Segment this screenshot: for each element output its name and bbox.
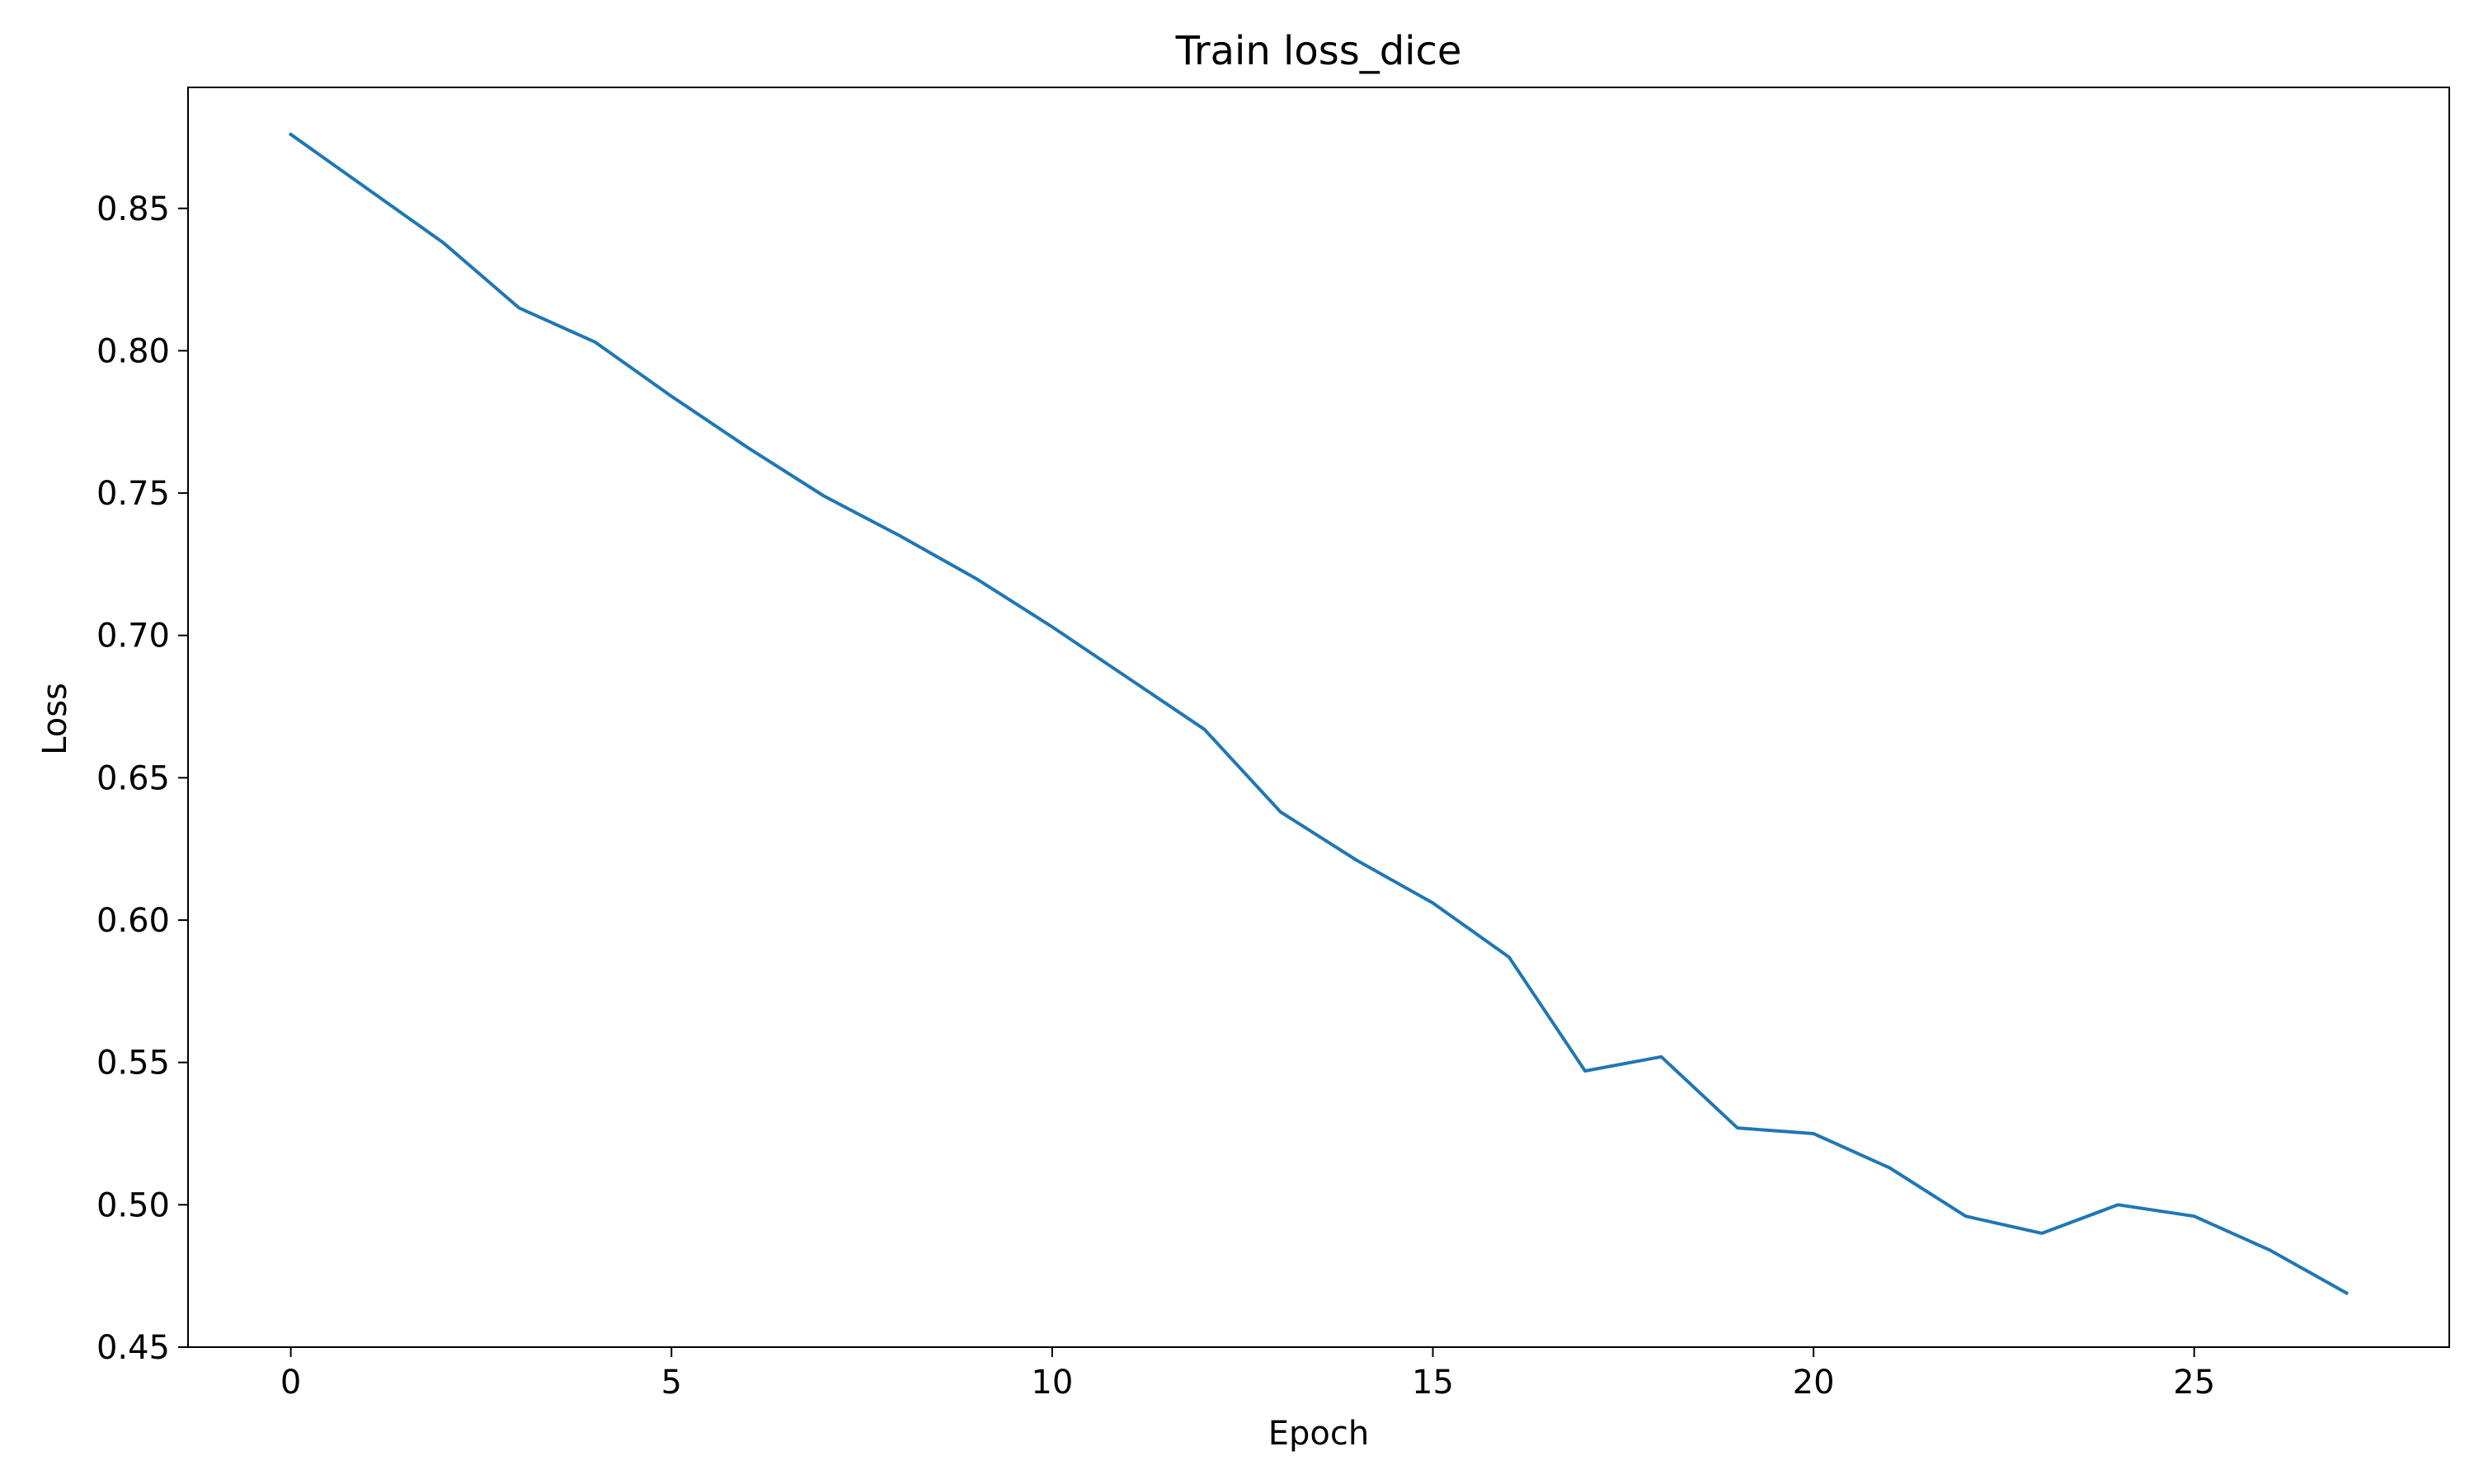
y-tick-label: 0.70 (96, 618, 170, 655)
x-tick-label: 5 (661, 1364, 682, 1402)
x-tick-label: 10 (1031, 1364, 1073, 1402)
y-tick-label: 0.45 (96, 1329, 170, 1367)
x-axis: 0 5 10 15 20 25 (280, 1347, 2215, 1402)
plot-frame (187, 87, 2450, 1348)
y-tick-label: 0.60 (96, 902, 170, 940)
y-tick-label: 0.55 (96, 1045, 170, 1082)
y-tick-label: 0.65 (96, 759, 170, 797)
loss-series-line (288, 132, 2349, 1296)
plot-area (187, 87, 2450, 1348)
x-axis-label: Epoch (1268, 1415, 1369, 1453)
chart-title: Train loss_dice (1175, 28, 1462, 74)
y-tick-label: 0.80 (96, 332, 170, 370)
x-tick-label: 0 (280, 1364, 301, 1402)
y-axis-label: Loss (36, 683, 74, 755)
y-tick-label: 0.75 (96, 475, 170, 513)
y-axis: 0.45 0.50 0.55 0.60 0.65 0.70 0.75 0.80 0.85 (96, 190, 188, 1367)
y-tick-label: 0.85 (96, 190, 170, 228)
x-tick-label: 20 (1793, 1364, 1835, 1402)
x-tick-label: 15 (1412, 1364, 1454, 1402)
y-tick-label: 0.50 (96, 1186, 170, 1224)
x-tick-label: 25 (2173, 1364, 2215, 1402)
